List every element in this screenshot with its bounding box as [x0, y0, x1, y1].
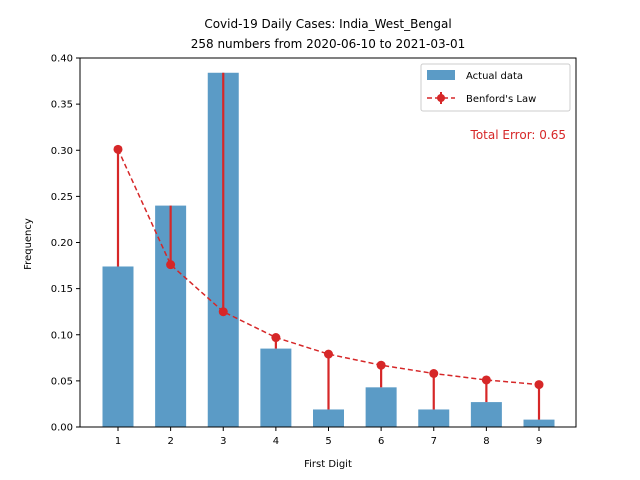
benford-point-digit-8: [481, 375, 491, 385]
bar-digit-9: [523, 419, 555, 427]
benford-point-digit-7: [429, 368, 439, 378]
legend-swatch-actual: [427, 70, 455, 80]
legend-frame: [420, 63, 571, 112]
chart-subtitle: 258 numbers from 2020-06-10 to 2021-03-0…: [191, 37, 466, 51]
x-tick-label: 6: [378, 436, 384, 447]
x-tick-label: 9: [536, 436, 542, 447]
x-tick-label: 3: [220, 436, 226, 447]
y-tick-label: 0.00: [51, 423, 73, 434]
y-tick-label: 0.35: [51, 100, 73, 111]
bar-digit-6: [365, 387, 397, 427]
y-tick-label: 0.15: [51, 284, 73, 295]
legend: Actual data Benford's Law: [420, 63, 571, 112]
bar-digit-8: [470, 402, 502, 427]
x-tick-label: 4: [273, 436, 279, 447]
bar-digit-4: [260, 348, 292, 427]
x-tick-label: 8: [483, 436, 489, 447]
bar-digit-7: [418, 409, 450, 427]
bar-digit-5: [313, 409, 344, 427]
benford-point-digit-9: [534, 380, 544, 390]
y-tick-label: 0.10: [51, 330, 73, 341]
chart-title: Covid-19 Daily Cases: India_West_Bengal: [204, 17, 451, 31]
x-tick-label: 1: [115, 436, 121, 447]
y-axis-label: Frequency: [23, 218, 34, 270]
benford-point-digit-6: [376, 360, 386, 370]
x-axis-label: First Digit: [304, 459, 352, 470]
y-tick-label: 0.25: [51, 192, 73, 203]
plot-area: 0.00 0.05 0.10 0.15 0.20 0.25 0.30 0.35 0.40 1 2 3 4…: [51, 54, 577, 447]
x-tick-label: 2: [167, 436, 173, 447]
y-tick-label: 0.05: [51, 376, 73, 387]
y-tick-label: 0.30: [51, 146, 73, 157]
y-tick-label: 0.40: [51, 54, 73, 65]
legend-label-benford: Benford's Law: [466, 94, 536, 105]
benford-point-digit-2: [166, 260, 176, 270]
bar-digit-1: [102, 266, 134, 427]
total-error-annotation: Total Error: 0.65: [470, 128, 566, 142]
x-tick-label: 5: [325, 436, 331, 447]
benford-point-digit-1: [113, 144, 123, 154]
benford-point-digit-4: [271, 333, 281, 343]
x-tick-label: 7: [431, 436, 437, 447]
y-tick-label: 0.20: [51, 238, 73, 249]
benford-point-digit-3: [218, 307, 228, 317]
legend-label-actual: Actual data: [466, 71, 523, 82]
benford-point-digit-5: [324, 349, 333, 359]
